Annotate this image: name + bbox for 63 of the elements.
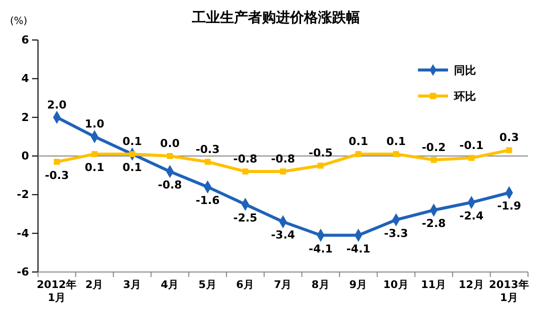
data-label: 0.1	[84, 161, 104, 174]
point	[506, 147, 512, 154]
data-label: -1.6	[196, 194, 220, 207]
data-label: 0.1	[348, 135, 368, 148]
data-label: -1.9	[497, 200, 522, 213]
y-axis-title: (%)	[10, 16, 28, 27]
data-label: 0.1	[122, 135, 142, 148]
data-label: -4.1	[346, 242, 370, 256]
y-tick-label: 2	[21, 110, 29, 124]
point	[129, 151, 136, 158]
x-tick-label: 2月	[85, 279, 104, 291]
y-tick-label: -4	[16, 226, 30, 240]
point	[393, 151, 400, 158]
x-tick-label: 2012年 1月	[36, 278, 77, 304]
data-label: -0.3	[196, 142, 220, 156]
data-label: -0.5	[308, 146, 333, 160]
y-tick-label: 4	[21, 72, 30, 86]
data-label: 0.0	[160, 137, 180, 150]
data-label: -3.3	[384, 226, 408, 240]
x-tick-label: 3月	[123, 279, 142, 291]
x-tick-label: 7月	[274, 279, 292, 291]
y-tick-label: 0	[21, 150, 30, 163]
data-label: -0.3	[44, 168, 69, 182]
x-tick-label: 10月	[383, 279, 409, 291]
point	[166, 153, 173, 159]
data-label: -2.8	[422, 217, 446, 230]
point	[468, 154, 474, 161]
data-label: -0.8	[158, 178, 182, 192]
point	[430, 156, 437, 163]
y-tick-label: 6	[21, 34, 30, 47]
data-label: -3.4	[270, 228, 296, 242]
point	[54, 158, 60, 165]
data-label: 2.0	[47, 98, 67, 112]
data-label: -0.2	[422, 140, 446, 154]
x-tick-label: 8月	[312, 279, 330, 291]
y-tick-label: -6	[16, 266, 30, 279]
data-label: -4.1	[308, 242, 333, 256]
data-label: 1.0	[84, 118, 105, 131]
chart-title: 工业生产者购进价格涨跌幅	[191, 9, 360, 26]
x-tick-label: 12月	[458, 279, 484, 291]
point	[92, 151, 98, 158]
x-tick-label: 5月	[198, 279, 217, 291]
data-label: -0.8	[233, 152, 258, 166]
x-tick-label: 2013年 1月	[489, 278, 530, 304]
data-label: -0.1	[459, 138, 484, 152]
x-tick-label: 9月	[349, 279, 368, 291]
point	[318, 162, 324, 169]
x-tick-label: 11月	[420, 279, 447, 291]
legend-label: 环比	[453, 90, 476, 103]
x-tick-label: 4月	[160, 279, 180, 291]
data-label: -2.5	[233, 211, 258, 224]
point	[280, 168, 286, 174]
y-tick-label: -2	[16, 188, 29, 202]
data-label: -2.4	[459, 209, 484, 222]
x-tick-label: 6月	[236, 279, 254, 291]
data-label: -0.8	[270, 152, 296, 166]
legend-label: 同比	[454, 64, 476, 77]
data-label: 0.1	[386, 135, 406, 148]
point	[204, 158, 211, 165]
point	[355, 151, 362, 158]
data-label: 0.1	[122, 161, 142, 174]
point	[242, 168, 248, 174]
data-label: 0.3	[499, 131, 519, 144]
